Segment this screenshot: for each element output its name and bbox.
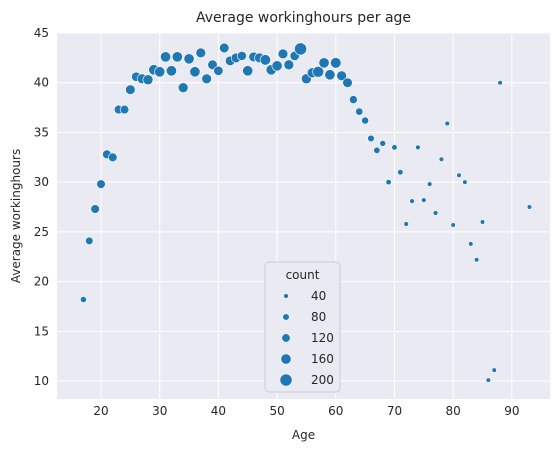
- legend-marker: [281, 333, 291, 343]
- y-tick-labels: 10 15 20 25 30 35 40 45: [34, 26, 49, 388]
- data-point: [485, 377, 491, 383]
- x-tick-label: 60: [328, 404, 343, 418]
- data-point: [342, 77, 353, 88]
- x-axis-label: Age: [292, 428, 315, 442]
- legend-label: 120: [311, 331, 334, 345]
- data-point: [259, 54, 271, 66]
- y-tick-label: 25: [34, 225, 49, 239]
- y-tick-label: 10: [34, 374, 49, 388]
- data-point: [426, 181, 433, 187]
- data-point: [80, 296, 87, 303]
- data-point: [236, 50, 247, 61]
- data-point: [432, 210, 439, 216]
- data-point: [361, 116, 369, 125]
- legend-marker: [279, 373, 293, 387]
- x-tick-label: 20: [93, 404, 108, 418]
- data-point: [438, 156, 445, 163]
- legend-label: 160: [311, 352, 334, 366]
- legend-title: count: [286, 268, 320, 282]
- legend: count 40 80 120 160 200: [264, 261, 341, 393]
- data-point: [119, 104, 130, 115]
- y-tick-label: 30: [34, 175, 49, 189]
- data-point: [474, 257, 480, 263]
- legend-marker: [280, 353, 292, 365]
- x-tick-label: 70: [387, 404, 402, 418]
- data-point: [336, 70, 347, 82]
- data-point: [479, 219, 486, 225]
- data-point: [183, 53, 195, 65]
- data-point: [491, 367, 497, 373]
- data-point: [497, 80, 503, 86]
- x-tick-labels: 20 30 40 50 60 70 80 90: [93, 404, 519, 418]
- data-point: [385, 179, 392, 186]
- data-point: [444, 120, 451, 127]
- data-point: [125, 84, 136, 95]
- data-point: [403, 221, 409, 227]
- data-point: [355, 107, 364, 116]
- data-point: [367, 134, 375, 143]
- data-point: [294, 42, 307, 56]
- data-point: [391, 144, 398, 151]
- data-point: [468, 241, 474, 247]
- legend-marker: [283, 293, 289, 299]
- data-point: [409, 198, 415, 204]
- data-point: [219, 42, 230, 54]
- legend-entries: 40 80 120 160 200: [279, 289, 334, 387]
- x-tick-label: 40: [211, 404, 226, 418]
- data-point: [349, 95, 358, 104]
- data-point: [90, 204, 100, 214]
- y-tick-label: 40: [34, 76, 49, 90]
- data-point: [189, 66, 201, 78]
- data-point: [96, 179, 106, 189]
- data-point: [379, 140, 387, 147]
- data-point: [142, 74, 154, 86]
- data-point: [526, 204, 533, 210]
- data-point: [324, 69, 336, 81]
- data-point: [171, 51, 183, 63]
- data-point: [283, 59, 295, 71]
- data-point: [330, 57, 342, 69]
- y-tick-label: 45: [34, 26, 49, 40]
- data-point: [415, 144, 421, 151]
- data-point: [277, 48, 289, 60]
- legend-marker: [282, 313, 290, 321]
- data-point: [165, 65, 177, 77]
- y-tick-label: 35: [34, 125, 49, 139]
- data-point: [373, 146, 381, 154]
- data-point: [456, 172, 462, 178]
- data-point: [318, 57, 330, 69]
- data-point: [242, 65, 254, 77]
- data-point: [160, 51, 172, 63]
- x-tick-label: 30: [152, 404, 167, 418]
- data-point: [108, 152, 118, 162]
- data-point: [177, 82, 189, 93]
- x-tick-label: 50: [269, 404, 284, 418]
- data-point: [201, 73, 212, 84]
- y-tick-label: 20: [34, 275, 49, 289]
- data-point: [397, 169, 404, 176]
- y-axis-label: Average workinghours: [9, 149, 23, 283]
- legend-label: 40: [311, 289, 326, 303]
- data-points: [80, 42, 533, 383]
- data-point: [154, 66, 166, 78]
- data-point: [312, 65, 324, 78]
- x-tick-label: 80: [446, 404, 461, 418]
- legend-label: 200: [311, 373, 334, 387]
- chart-title: Average workinghours per age: [196, 10, 411, 26]
- data-point: [195, 47, 207, 59]
- y-tick-label: 15: [34, 324, 49, 338]
- data-point: [450, 222, 456, 228]
- data-point: [213, 65, 224, 76]
- legend-label: 80: [311, 310, 326, 324]
- data-point: [421, 197, 427, 203]
- data-point: [271, 60, 283, 72]
- data-point: [85, 236, 94, 245]
- x-tick-label: 90: [504, 404, 519, 418]
- data-point: [462, 179, 468, 185]
